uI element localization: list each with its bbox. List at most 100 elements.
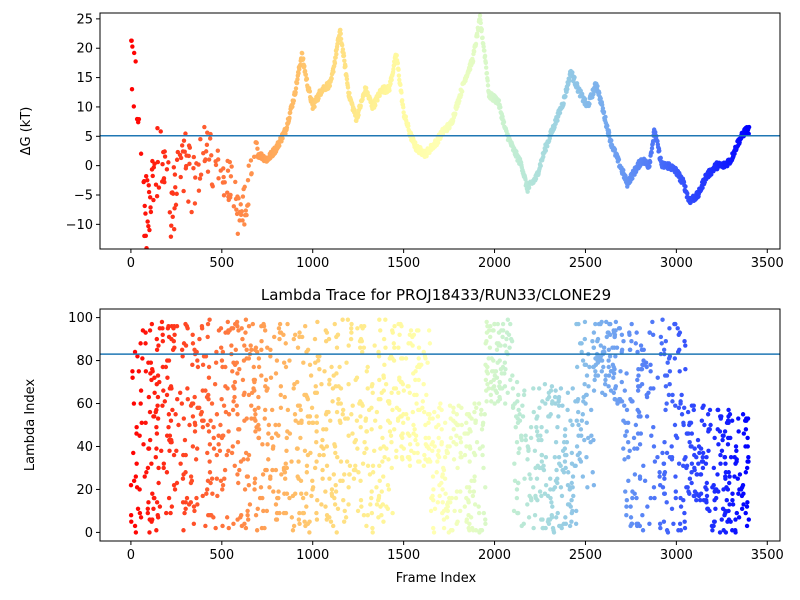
delta-g-point bbox=[557, 110, 563, 116]
lambda-point bbox=[484, 369, 489, 374]
lambda-point bbox=[563, 427, 568, 432]
lambda-point bbox=[296, 476, 301, 481]
lambda-point bbox=[726, 508, 731, 514]
lambda-point bbox=[608, 388, 614, 393]
lambda-point bbox=[157, 379, 162, 385]
lambda-point bbox=[265, 386, 270, 391]
lambda-point bbox=[138, 401, 143, 406]
lambda-point bbox=[331, 523, 336, 529]
delta-g-point bbox=[215, 148, 221, 153]
lambda-point bbox=[539, 459, 545, 464]
lambda-point bbox=[381, 336, 387, 342]
lambda-point bbox=[182, 510, 187, 516]
lambda-point bbox=[397, 332, 402, 337]
delta-g-point bbox=[197, 176, 203, 181]
lambda-point bbox=[237, 467, 242, 473]
lambda-point bbox=[569, 480, 574, 486]
lambda-point bbox=[719, 517, 724, 522]
lambda-point bbox=[238, 515, 243, 520]
lambda-point bbox=[405, 416, 411, 421]
lambda-point bbox=[332, 444, 338, 449]
delta-g-point bbox=[485, 83, 491, 88]
lambda-point bbox=[252, 480, 257, 486]
lambda-point bbox=[353, 437, 359, 443]
lambda-point bbox=[245, 474, 251, 479]
lambda-point bbox=[506, 332, 512, 337]
lambda-point bbox=[362, 439, 367, 445]
lambda-point bbox=[137, 487, 142, 492]
lambda-point bbox=[664, 373, 670, 378]
delta-g-point bbox=[606, 130, 612, 135]
lambda-point bbox=[161, 388, 166, 393]
delta-g-point bbox=[210, 184, 215, 189]
lambda-point bbox=[672, 422, 678, 428]
lambda-point bbox=[255, 349, 260, 355]
lambda-point bbox=[195, 358, 200, 363]
lambda-point bbox=[192, 394, 197, 400]
lambda-point bbox=[133, 474, 139, 479]
lambda-point bbox=[733, 517, 738, 522]
lambda-point bbox=[377, 317, 382, 322]
lambda-point bbox=[414, 401, 419, 406]
lambda-point bbox=[323, 412, 329, 417]
lambda-point bbox=[194, 495, 199, 501]
lambda-point bbox=[262, 416, 267, 421]
lambda-point bbox=[476, 504, 481, 509]
lambda-point bbox=[128, 513, 134, 518]
delta-g-point bbox=[344, 76, 350, 82]
lambda-point bbox=[222, 476, 227, 481]
lambda-point bbox=[367, 472, 373, 477]
lambda-point bbox=[167, 448, 172, 453]
lambda-point bbox=[205, 450, 210, 456]
lambda-point bbox=[554, 467, 559, 473]
lambda-point bbox=[441, 517, 447, 522]
lambda-point bbox=[624, 513, 629, 518]
lambda-point bbox=[421, 349, 426, 355]
lambda-point bbox=[534, 429, 540, 434]
lambda-point bbox=[268, 474, 273, 479]
lambda-point bbox=[619, 332, 625, 337]
lambda-point bbox=[359, 401, 364, 406]
lambda-point bbox=[281, 332, 286, 337]
lambda-point bbox=[285, 407, 291, 413]
lambda-point bbox=[255, 506, 260, 511]
delta-g-point bbox=[473, 41, 479, 47]
lambda-point bbox=[442, 420, 448, 426]
lambda-point bbox=[277, 321, 283, 327]
lambda-point bbox=[297, 330, 302, 335]
lambda-point bbox=[661, 519, 667, 524]
lambda-point bbox=[346, 433, 351, 438]
lambda-point bbox=[243, 317, 249, 322]
lambda-point bbox=[484, 399, 489, 404]
lambda-point bbox=[320, 476, 325, 481]
delta-g-point bbox=[621, 168, 626, 173]
lambda-point bbox=[235, 323, 240, 329]
lambda-point bbox=[673, 403, 678, 408]
lambda-point bbox=[711, 519, 717, 524]
lambda-point bbox=[297, 510, 302, 516]
lambda-point bbox=[489, 399, 494, 404]
delta-g-point bbox=[609, 138, 614, 143]
lambda-point bbox=[313, 384, 318, 389]
lambda-point bbox=[571, 493, 576, 499]
delta-g-point bbox=[290, 104, 295, 109]
lambda-point bbox=[180, 476, 186, 481]
lambda-point bbox=[268, 354, 273, 359]
lambda-point bbox=[146, 500, 151, 505]
lambda-point bbox=[640, 528, 646, 533]
lambda-point bbox=[278, 405, 284, 411]
lambda-point bbox=[396, 390, 401, 395]
lambda-point bbox=[259, 373, 264, 378]
lambda-point bbox=[298, 407, 303, 413]
lambda-point bbox=[726, 414, 731, 419]
lambda-point bbox=[344, 360, 349, 365]
lambda-point bbox=[154, 446, 159, 451]
lambda-point bbox=[180, 354, 185, 359]
delta-g-point bbox=[182, 149, 187, 154]
lambda-point bbox=[492, 401, 497, 406]
lambda-point bbox=[683, 343, 688, 348]
lambda-point bbox=[218, 478, 224, 484]
lambda-point bbox=[308, 450, 313, 456]
lambda-point bbox=[662, 439, 667, 445]
lambda-point bbox=[497, 379, 502, 385]
